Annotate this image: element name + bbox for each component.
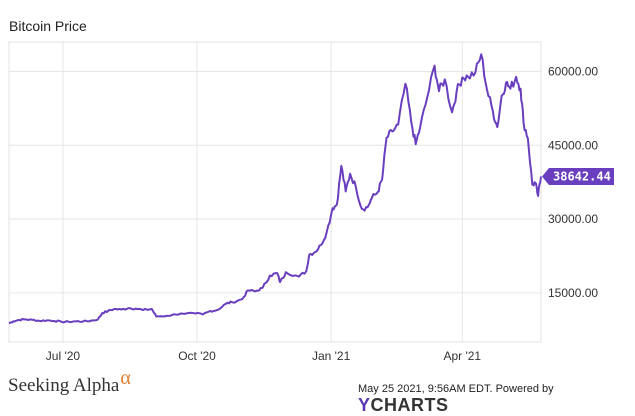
chart-title: Bitcoin Price — [9, 18, 87, 34]
chart-footer: May 25 2021, 9:56AM EDT. Powered by YCHA… — [358, 383, 635, 416]
bitcoin-price-chart: 15000.00 30000.00 45000.00 60000.00 Jul '20 O… — [8, 41, 614, 363]
last-value-badge — [542, 168, 614, 186]
powered-by-label: Powered by — [495, 383, 554, 395]
ycharts-y-mark: Y — [358, 395, 371, 415]
last-value-label: 38642.44 — [553, 170, 611, 184]
x-tick-label: Apr '21 — [443, 349, 481, 363]
ycharts-logo: YCHARTS — [358, 395, 449, 415]
x-tick-label: Oct '20 — [178, 349, 216, 363]
x-tick-label: Jul '20 — [46, 349, 81, 363]
y-tick-label: 15000.00 — [548, 286, 598, 300]
series-line-bitcoin — [8, 53, 542, 325]
ycharts-wordmark: CHARTS — [370, 395, 449, 415]
plot-area-border — [8, 41, 542, 343]
y-tick-label: 30000.00 — [548, 212, 598, 226]
alpha-symbol-icon: α — [120, 367, 131, 389]
seeking-alpha-text: Seeking Alpha — [8, 375, 120, 396]
timestamp: May 25 2021, 9:56AM EDT. — [358, 383, 493, 395]
seeking-alpha-logo: Seeking Alphaα — [8, 367, 131, 397]
y-tick-label: 60000.00 — [548, 65, 598, 79]
y-tick-label: 45000.00 — [548, 138, 598, 152]
x-tick-label: Jan '21 — [312, 349, 351, 363]
